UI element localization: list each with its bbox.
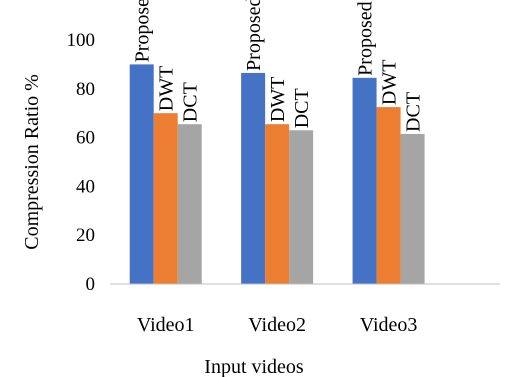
y-axis-ticks: 0 20 40 60 80 100 <box>67 30 96 295</box>
bar-dwt-video2 <box>265 124 290 285</box>
bar-label: DCT <box>403 92 425 132</box>
y-tick-label: 60 <box>76 128 95 149</box>
bar-proposed-video1 <box>129 64 154 285</box>
bar-label: Proposed <box>243 0 265 71</box>
y-tick-label: 0 <box>86 274 96 295</box>
category-label: Video3 <box>360 314 418 336</box>
bar-dct-video3 <box>400 133 425 284</box>
category-label: Video2 <box>248 314 306 336</box>
bar-proposed-video2 <box>241 72 266 284</box>
x-axis-title: Input videos <box>204 356 304 377</box>
bar-dwt-video1 <box>153 113 178 284</box>
y-tick-label: 20 <box>76 225 95 246</box>
bar-label: Proposed <box>132 0 154 62</box>
bar-label: DCT <box>291 88 313 128</box>
bar-dct-video2 <box>289 130 314 284</box>
bar-dct-video1 <box>177 124 202 285</box>
bar-label: DCT <box>180 82 202 122</box>
bar-dwt-video3 <box>376 107 401 284</box>
y-tick-label: 100 <box>67 30 96 51</box>
category-labels: Video1 Video2 Video3 <box>137 314 418 336</box>
bar-label: DWT <box>267 77 289 123</box>
y-tick-label: 80 <box>76 79 95 100</box>
bar-label: DWT <box>379 60 401 106</box>
bar-proposed-video3 <box>352 77 377 284</box>
y-tick-label: 40 <box>76 176 95 197</box>
bars <box>129 64 425 285</box>
bar-label: Proposed <box>355 1 377 75</box>
bar-label: DWT <box>156 66 178 112</box>
y-axis-title: Compression Ratio % <box>21 74 43 250</box>
category-label: Video1 <box>137 314 195 336</box>
